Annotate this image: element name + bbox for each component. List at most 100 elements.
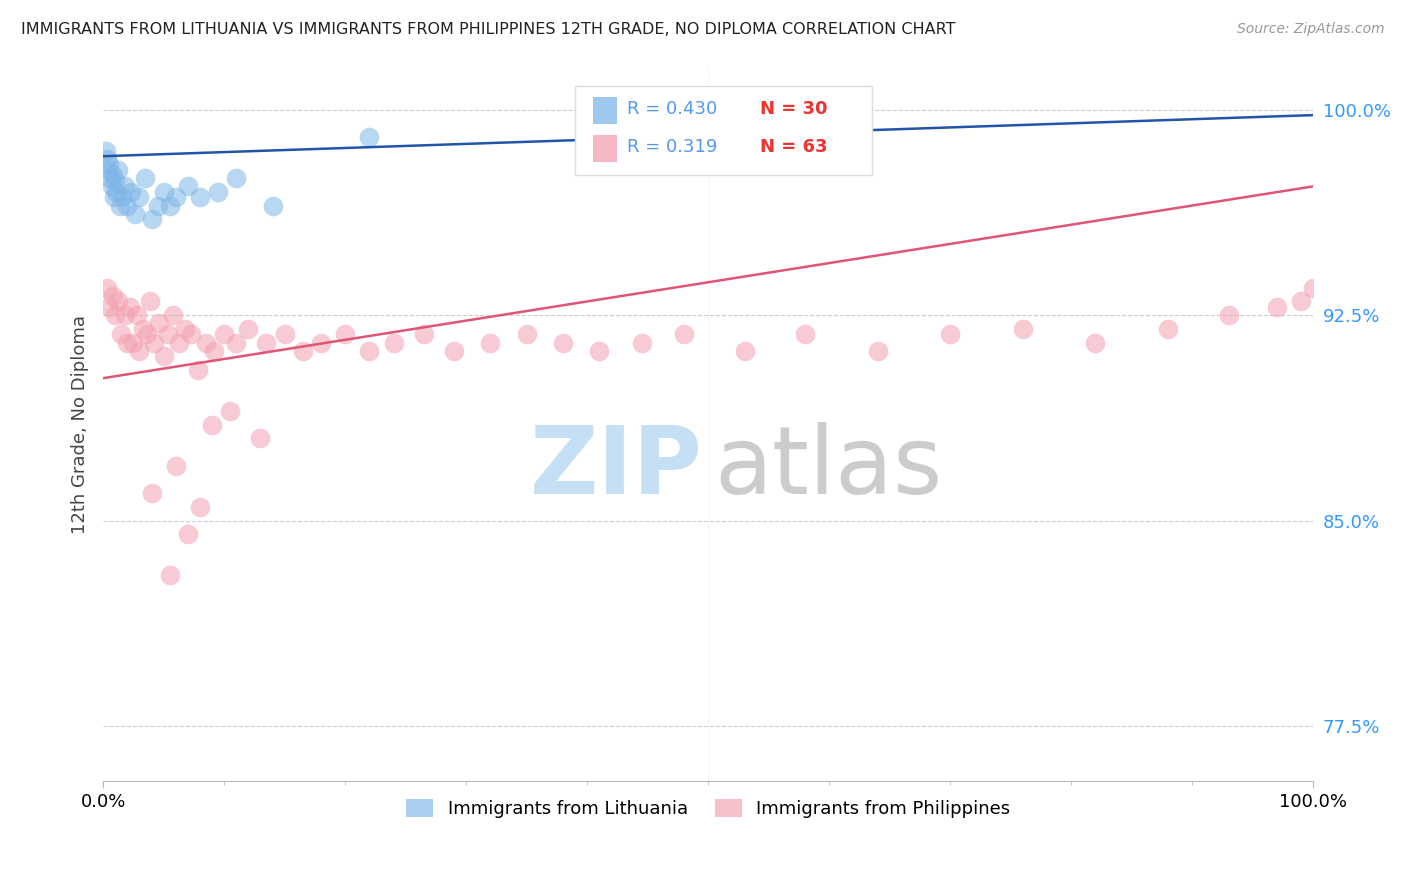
Point: [188, 500, 211, 514]
Point: [108, 198, 131, 212]
Point: [117, 198, 139, 212]
Point: [100, 179, 122, 194]
Point: [118, 300, 141, 314]
Point: [96, 152, 118, 166]
Point: [159, 198, 181, 212]
Point: [110, 327, 132, 342]
Point: [225, 171, 247, 186]
Point: [148, 317, 170, 331]
Point: [114, 179, 136, 194]
Point: [672, 327, 695, 342]
FancyBboxPatch shape: [575, 87, 872, 176]
Point: [262, 198, 284, 212]
Point: [1218, 308, 1240, 322]
Text: IMMIGRANTS FROM LITHUANIA VS IMMIGRANTS FROM PHILIPPINES 12TH GRADE, NO DIPLOMA : IMMIGRANTS FROM LITHUANIA VS IMMIGRANTS …: [21, 22, 956, 37]
Point: [219, 404, 242, 418]
Point: [100, 171, 122, 186]
Point: [238, 322, 260, 336]
Point: [159, 568, 181, 582]
Point: [103, 190, 125, 204]
Point: [152, 349, 174, 363]
Point: [134, 171, 156, 186]
Point: [139, 294, 162, 309]
Point: [333, 327, 356, 342]
Point: [124, 207, 146, 221]
Point: [120, 185, 142, 199]
Point: [551, 335, 574, 350]
Point: [188, 190, 211, 204]
Point: [212, 327, 235, 342]
Point: [359, 130, 381, 145]
Point: [382, 335, 405, 350]
Point: [309, 335, 332, 350]
Point: [225, 335, 247, 350]
Bar: [593, 97, 617, 124]
Point: [201, 417, 224, 432]
Point: [1011, 322, 1033, 336]
Point: [141, 212, 163, 227]
Point: [630, 335, 652, 350]
Point: [107, 294, 129, 309]
Text: R = 0.430: R = 0.430: [627, 100, 717, 118]
Text: Source: ZipAtlas.com: Source: ZipAtlas.com: [1237, 22, 1385, 37]
Point: [142, 335, 165, 350]
Point: [117, 335, 139, 350]
Point: [114, 308, 136, 322]
Point: [94, 144, 117, 158]
Point: [97, 162, 120, 177]
Point: [204, 343, 226, 358]
Point: [104, 174, 127, 188]
Point: [111, 190, 134, 204]
Y-axis label: 12th Grade, No Diploma: 12th Grade, No Diploma: [72, 315, 89, 534]
Point: [146, 198, 169, 212]
Point: [169, 335, 191, 350]
Point: [273, 327, 295, 342]
Point: [256, 335, 278, 350]
Point: [412, 327, 434, 342]
Point: [165, 458, 187, 473]
Point: [157, 327, 180, 342]
Point: [141, 486, 163, 500]
Point: [359, 343, 381, 358]
Point: [132, 322, 155, 336]
Point: [1302, 281, 1324, 295]
Point: [174, 322, 197, 336]
Text: atlas: atlas: [714, 422, 942, 514]
Point: [105, 185, 128, 199]
Point: [1084, 335, 1107, 350]
Point: [128, 190, 150, 204]
Point: [180, 327, 202, 342]
Text: N = 63: N = 63: [761, 137, 828, 156]
Legend: Immigrants from Lithuania, Immigrants from Philippines: Immigrants from Lithuania, Immigrants fr…: [399, 791, 1018, 825]
Text: R = 0.319: R = 0.319: [627, 137, 717, 156]
Point: [165, 190, 187, 204]
Point: [104, 308, 127, 322]
Point: [479, 335, 502, 350]
Point: [107, 162, 129, 177]
Point: [195, 335, 218, 350]
Text: N = 30: N = 30: [761, 100, 828, 118]
Point: [162, 308, 184, 322]
Point: [177, 179, 200, 194]
Point: [1289, 294, 1312, 309]
Point: [96, 281, 118, 295]
Point: [98, 157, 121, 171]
Text: ZIP: ZIP: [529, 422, 702, 514]
Point: [98, 300, 121, 314]
Point: [177, 527, 200, 541]
Point: [291, 343, 314, 358]
Point: [866, 343, 889, 358]
Point: [443, 343, 465, 358]
Point: [1265, 300, 1288, 314]
Point: [186, 363, 208, 377]
Point: [249, 432, 271, 446]
Point: [125, 308, 148, 322]
Point: [207, 185, 229, 199]
Point: [101, 169, 124, 183]
Point: [101, 289, 124, 303]
Bar: [593, 135, 617, 161]
Point: [1157, 322, 1180, 336]
Point: [516, 327, 538, 342]
Point: [128, 343, 150, 358]
Point: [794, 327, 817, 342]
